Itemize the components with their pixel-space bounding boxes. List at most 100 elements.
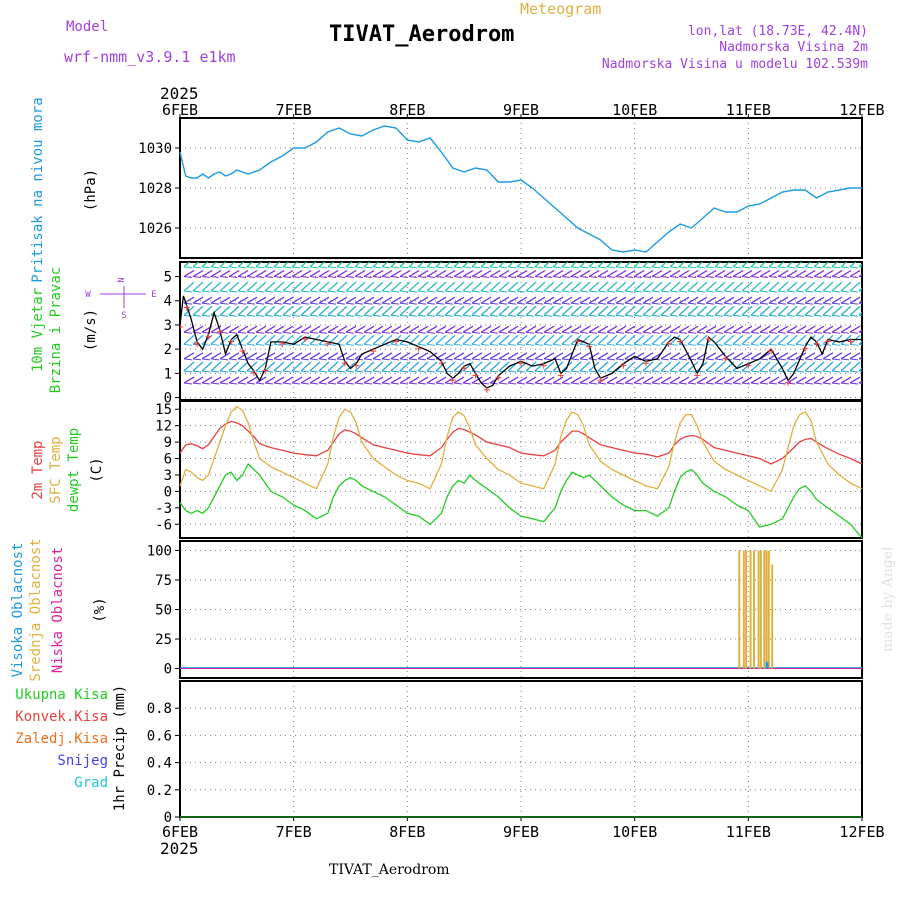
header-lonlat: lon,lat (18.73E, 42.4N)	[687, 24, 868, 39]
wind-barb	[318, 269, 330, 278]
wind-barb-shaft	[804, 290, 814, 293]
wind-barb	[210, 352, 222, 360]
wind-barb-shaft	[786, 358, 796, 361]
wind-barb	[786, 262, 794, 268]
wind-barb-shaft	[435, 343, 445, 346]
wind-barb-shaft	[543, 358, 553, 361]
wind-barb	[651, 269, 663, 278]
wind-barb	[489, 361, 501, 372]
wind-barb	[768, 334, 780, 345]
wind-barb	[750, 269, 762, 278]
wind-barb-shaft	[588, 382, 598, 385]
wind-barb-shaft	[768, 382, 778, 385]
panel-precip: 00.20.40.60.8	[147, 680, 863, 826]
wind-barb-shaft	[831, 370, 841, 373]
wind-barb-shaft	[687, 266, 697, 269]
wind-barb	[462, 352, 474, 360]
wind-barb-shaft	[327, 382, 337, 385]
compass-east: E	[151, 290, 156, 300]
wind-barb	[615, 334, 627, 345]
wind-barb-shaft	[507, 266, 517, 269]
wind-barb-shaft	[246, 302, 256, 305]
wind-barb-shaft	[318, 331, 328, 334]
wind-barb	[606, 361, 618, 372]
wind-barb	[237, 305, 249, 316]
wind-barb-shaft	[642, 382, 652, 385]
wind-barb-shaft	[669, 302, 679, 305]
wind-barb-shaft	[399, 343, 409, 346]
wind-barb	[516, 296, 528, 304]
wind-barb	[552, 262, 560, 268]
wind-gust-marker	[813, 340, 820, 347]
wind-barb-shaft	[597, 358, 607, 361]
wind-barb	[651, 281, 663, 292]
wind-barb	[291, 269, 303, 278]
wind-barb	[822, 296, 834, 304]
wind-barb-shaft	[714, 266, 724, 269]
wind-barb-shaft	[453, 331, 463, 334]
wind-barb-shaft	[390, 370, 400, 373]
wind-gust-marker	[643, 360, 650, 367]
wind-barb-shaft	[354, 382, 364, 385]
wind-barb	[201, 296, 213, 304]
wind-barb	[219, 269, 231, 278]
wind-barb-shaft	[615, 382, 625, 385]
wind-barb-shaft	[318, 343, 328, 346]
wind-barb-shaft	[534, 331, 544, 334]
wind-barb	[552, 296, 564, 304]
wind-barb-shaft	[822, 370, 832, 373]
wind-barb	[462, 376, 474, 384]
wind-barb	[579, 376, 591, 384]
wind-barb-shaft	[363, 276, 373, 279]
wind-barb-shaft	[669, 276, 679, 279]
wind-barb	[327, 269, 339, 278]
wind-barb	[183, 361, 195, 372]
ytick-label: 0.6	[147, 728, 172, 744]
wind-barb	[480, 269, 492, 278]
wind-barb-shaft	[822, 290, 832, 293]
wind-barb-shaft	[282, 314, 292, 317]
wind-barb-shaft	[219, 290, 229, 293]
wind-barb-shaft	[246, 343, 256, 346]
wind-barb	[507, 281, 519, 292]
wind-barb	[462, 269, 474, 278]
wind-barb	[399, 269, 411, 278]
wind-barb-shaft	[435, 302, 445, 305]
wind-barb-shaft	[660, 266, 670, 269]
wind-barb	[426, 334, 438, 345]
wind-barb-shaft	[615, 358, 625, 361]
wind-barb	[597, 296, 609, 304]
wind-barb-shaft	[408, 358, 418, 361]
wind-barb-shaft	[489, 358, 499, 361]
wind-barb-shaft	[795, 382, 805, 385]
wind-barb-shaft	[750, 314, 760, 317]
wind-barb	[660, 334, 672, 345]
wind-barb	[498, 281, 510, 292]
wind-barb	[462, 281, 474, 292]
wind-barb-shaft	[840, 370, 850, 373]
wind-barb	[570, 334, 582, 345]
wind-barb	[651, 305, 663, 316]
wind-barb	[435, 269, 447, 278]
wind-barb-shaft	[822, 358, 832, 361]
wind-barb	[624, 334, 636, 345]
wind-barb	[219, 376, 231, 384]
wind-barb	[696, 262, 704, 268]
wind-barb	[228, 269, 240, 278]
wind-barb-shaft	[597, 370, 607, 373]
wind-barb	[462, 296, 474, 304]
wind-barb	[363, 262, 371, 268]
wind-gust-marker	[745, 362, 752, 369]
wind-barb-shaft	[363, 370, 373, 373]
wind-barb	[498, 296, 510, 304]
wind-barb	[516, 334, 528, 345]
wind-barb	[597, 325, 609, 333]
wind-barb	[453, 305, 465, 316]
wind-barb-shaft	[201, 302, 211, 305]
wind-barb	[183, 262, 191, 268]
wind-barb-shaft	[615, 290, 625, 293]
wind-barb-shaft	[759, 331, 769, 334]
wind-barb-shaft	[858, 266, 862, 268]
wind-barb	[210, 334, 222, 345]
wind-barb-shaft	[822, 276, 832, 279]
